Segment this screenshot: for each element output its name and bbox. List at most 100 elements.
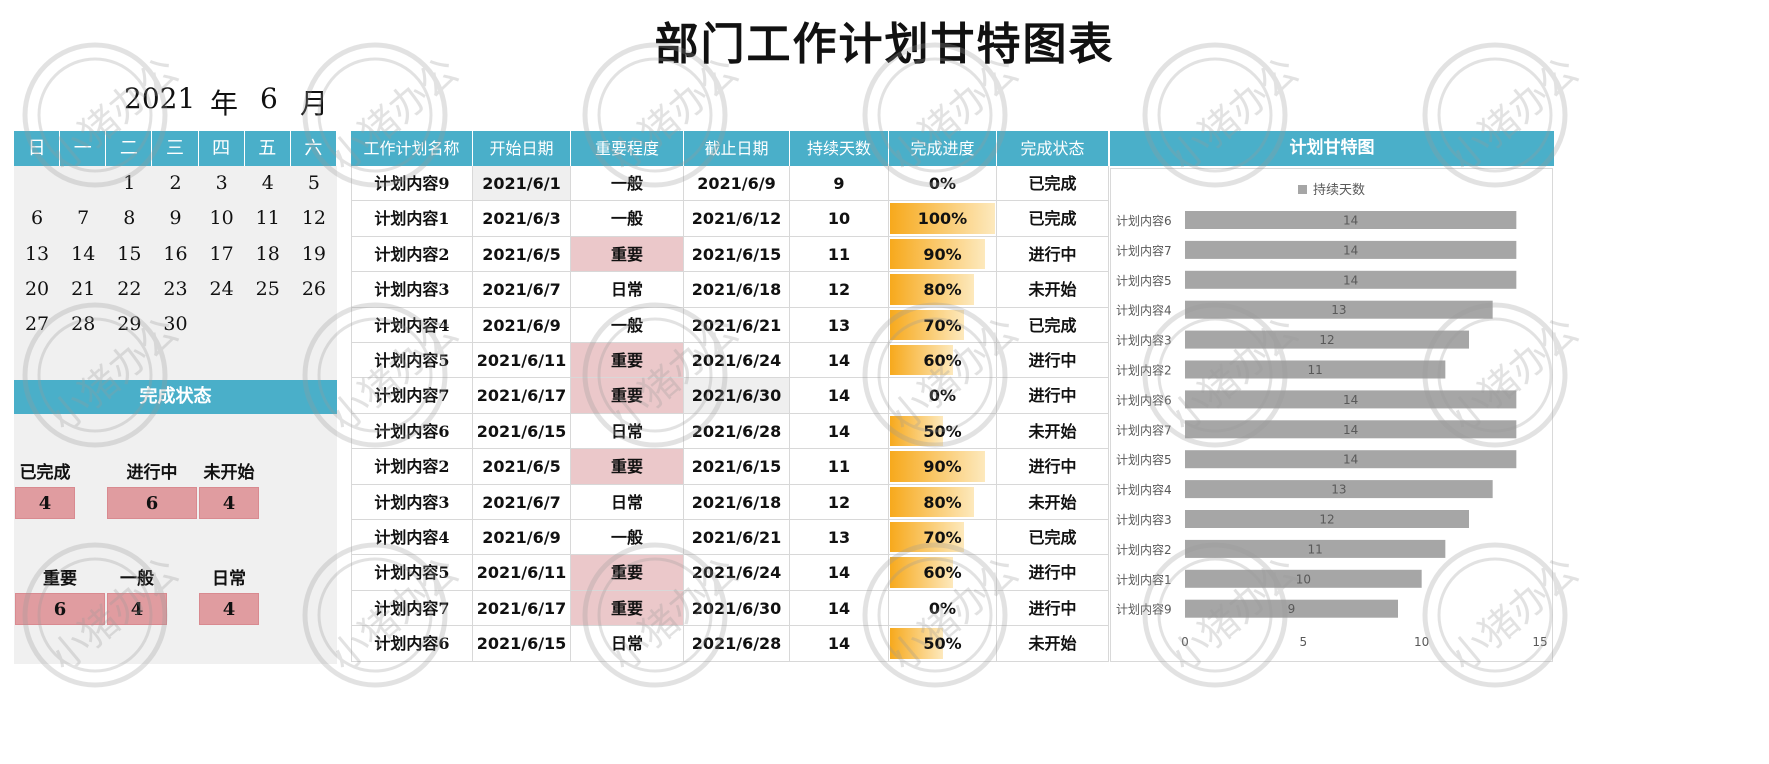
cell-progress[interactable]: 70% xyxy=(889,520,997,556)
cell-progress[interactable]: 80% xyxy=(889,484,997,520)
cell-end[interactable]: 2021/6/9 xyxy=(684,166,790,202)
cell-start[interactable]: 2021/6/15 xyxy=(473,413,571,450)
cell-days[interactable]: 10 xyxy=(790,201,889,237)
cell-days[interactable]: 11 xyxy=(790,236,889,273)
cell-end[interactable]: 2021/6/18 xyxy=(684,272,790,308)
table-header-cell[interactable]: 开始日期 xyxy=(473,131,571,166)
cell-end[interactable]: 2021/6/21 xyxy=(684,307,790,343)
calendar-day[interactable]: 16 xyxy=(163,242,188,265)
calendar-day[interactable]: 19 xyxy=(301,242,326,265)
month-value[interactable]: 6 xyxy=(260,82,278,115)
cell-status[interactable]: 进行中 xyxy=(997,343,1109,379)
calendar-day[interactable]: 28 xyxy=(71,313,96,336)
cell-start[interactable]: 2021/6/3 xyxy=(473,201,571,237)
cell-start[interactable]: 2021/6/5 xyxy=(473,449,571,485)
gantt-bar[interactable] xyxy=(1185,599,1398,618)
cell-name[interactable]: 计划内容2 xyxy=(351,449,473,485)
cell-end[interactable]: 2021/6/30 xyxy=(684,378,790,414)
cell-name[interactable]: 计划内容6 xyxy=(351,413,473,450)
cell-status[interactable]: 进行中 xyxy=(997,590,1109,627)
cell-status[interactable]: 已完成 xyxy=(997,520,1109,556)
cell-days[interactable]: 14 xyxy=(790,413,889,450)
cell-status[interactable]: 未开始 xyxy=(997,626,1109,662)
cell-status[interactable]: 进行中 xyxy=(997,449,1109,485)
calendar-day[interactable]: 12 xyxy=(301,207,326,230)
calendar-day[interactable]: 13 xyxy=(24,242,50,265)
calendar-day[interactable]: 9 xyxy=(169,207,182,230)
cell-end[interactable]: 2021/6/28 xyxy=(684,413,790,450)
cell-importance[interactable]: 一般 xyxy=(571,307,684,343)
gantt-bar[interactable] xyxy=(1185,450,1517,469)
cell-days[interactable]: 12 xyxy=(790,484,889,520)
cell-importance[interactable]: 重要 xyxy=(571,449,684,485)
gantt-bar[interactable] xyxy=(1185,420,1517,439)
calendar-day[interactable]: 29 xyxy=(117,313,142,336)
cell-progress[interactable]: 0% xyxy=(889,378,997,414)
cell-importance[interactable]: 一般 xyxy=(571,520,684,556)
cell-progress[interactable]: 60% xyxy=(889,555,997,591)
calendar-day[interactable]: 10 xyxy=(209,207,234,230)
cell-name[interactable]: 计划内容1 xyxy=(351,201,473,237)
cell-name[interactable]: 计划内容6 xyxy=(351,626,473,662)
cell-importance[interactable]: 重要 xyxy=(571,555,684,591)
gantt-bar[interactable] xyxy=(1185,510,1469,528)
gantt-bar[interactable] xyxy=(1185,330,1469,349)
cell-status[interactable]: 已完成 xyxy=(997,201,1109,237)
calendar-day[interactable]: 21 xyxy=(71,277,96,300)
gantt-bar[interactable] xyxy=(1185,569,1422,588)
cell-start[interactable]: 2021/6/17 xyxy=(473,378,571,414)
gantt-bar[interactable] xyxy=(1185,480,1493,499)
cell-start[interactable]: 2021/6/11 xyxy=(473,343,571,379)
cell-progress[interactable]: 60% xyxy=(889,343,997,379)
table-header-cell[interactable]: 工作计划名称 xyxy=(351,131,473,166)
calendar-day[interactable]: 11 xyxy=(255,207,280,230)
cell-progress[interactable]: 50% xyxy=(889,413,997,450)
cell-start[interactable]: 2021/6/1 xyxy=(473,166,571,202)
gantt-bar[interactable] xyxy=(1185,390,1517,409)
cell-importance[interactable]: 重要 xyxy=(571,236,684,273)
cell-importance[interactable]: 日常 xyxy=(571,413,684,450)
cell-end[interactable]: 2021/6/24 xyxy=(684,555,790,591)
cell-importance[interactable]: 重要 xyxy=(571,378,684,414)
cell-days[interactable]: 14 xyxy=(790,590,889,627)
cell-end[interactable]: 2021/6/24 xyxy=(684,343,790,379)
cell-days[interactable]: 14 xyxy=(790,626,889,662)
cell-name[interactable]: 计划内容7 xyxy=(351,590,473,627)
calendar-day[interactable]: 22 xyxy=(117,277,142,300)
cell-days[interactable]: 13 xyxy=(790,520,889,556)
table-header-cell[interactable]: 完成进度 xyxy=(889,131,997,166)
calendar-day[interactable]: 5 xyxy=(307,172,320,194)
cell-end[interactable]: 2021/6/15 xyxy=(684,236,790,273)
cell-importance[interactable]: 重要 xyxy=(571,590,684,627)
gantt-bar[interactable] xyxy=(1185,211,1517,229)
calendar-day[interactable]: 24 xyxy=(209,277,234,300)
cell-status[interactable]: 未开始 xyxy=(997,272,1109,308)
cell-importance[interactable]: 日常 xyxy=(571,272,684,308)
calendar-day[interactable]: 8 xyxy=(123,207,136,230)
cell-status[interactable]: 进行中 xyxy=(997,378,1109,414)
cell-end[interactable]: 2021/6/15 xyxy=(684,449,790,485)
cell-importance[interactable]: 日常 xyxy=(571,484,684,520)
calendar-day[interactable]: 2 xyxy=(169,172,182,194)
gantt-bar[interactable] xyxy=(1185,240,1517,259)
gantt-bar[interactable] xyxy=(1185,360,1446,379)
cell-end[interactable]: 2021/6/28 xyxy=(684,626,790,662)
cell-importance[interactable]: 日常 xyxy=(571,626,684,662)
gantt-bar[interactable] xyxy=(1185,539,1446,558)
cell-status[interactable]: 进行中 xyxy=(997,555,1109,591)
cell-start[interactable]: 2021/6/9 xyxy=(473,307,571,343)
year-value[interactable]: 2021 xyxy=(124,82,196,115)
cell-name[interactable]: 计划内容2 xyxy=(351,236,473,273)
cell-name[interactable]: 计划内容5 xyxy=(351,555,473,591)
cell-name[interactable]: 计划内容4 xyxy=(351,307,473,343)
cell-days[interactable]: 11 xyxy=(790,449,889,485)
cell-days[interactable]: 14 xyxy=(790,343,889,379)
cell-name[interactable]: 计划内容4 xyxy=(351,520,473,556)
cell-status[interactable]: 进行中 xyxy=(997,236,1109,273)
cell-days[interactable]: 14 xyxy=(790,555,889,591)
calendar-day[interactable]: 6 xyxy=(31,207,44,230)
cell-progress[interactable]: 50% xyxy=(889,626,997,662)
cell-days[interactable]: 9 xyxy=(790,166,889,202)
table-header-cell[interactable]: 截止日期 xyxy=(684,131,790,166)
calendar-day[interactable]: 23 xyxy=(163,277,188,300)
